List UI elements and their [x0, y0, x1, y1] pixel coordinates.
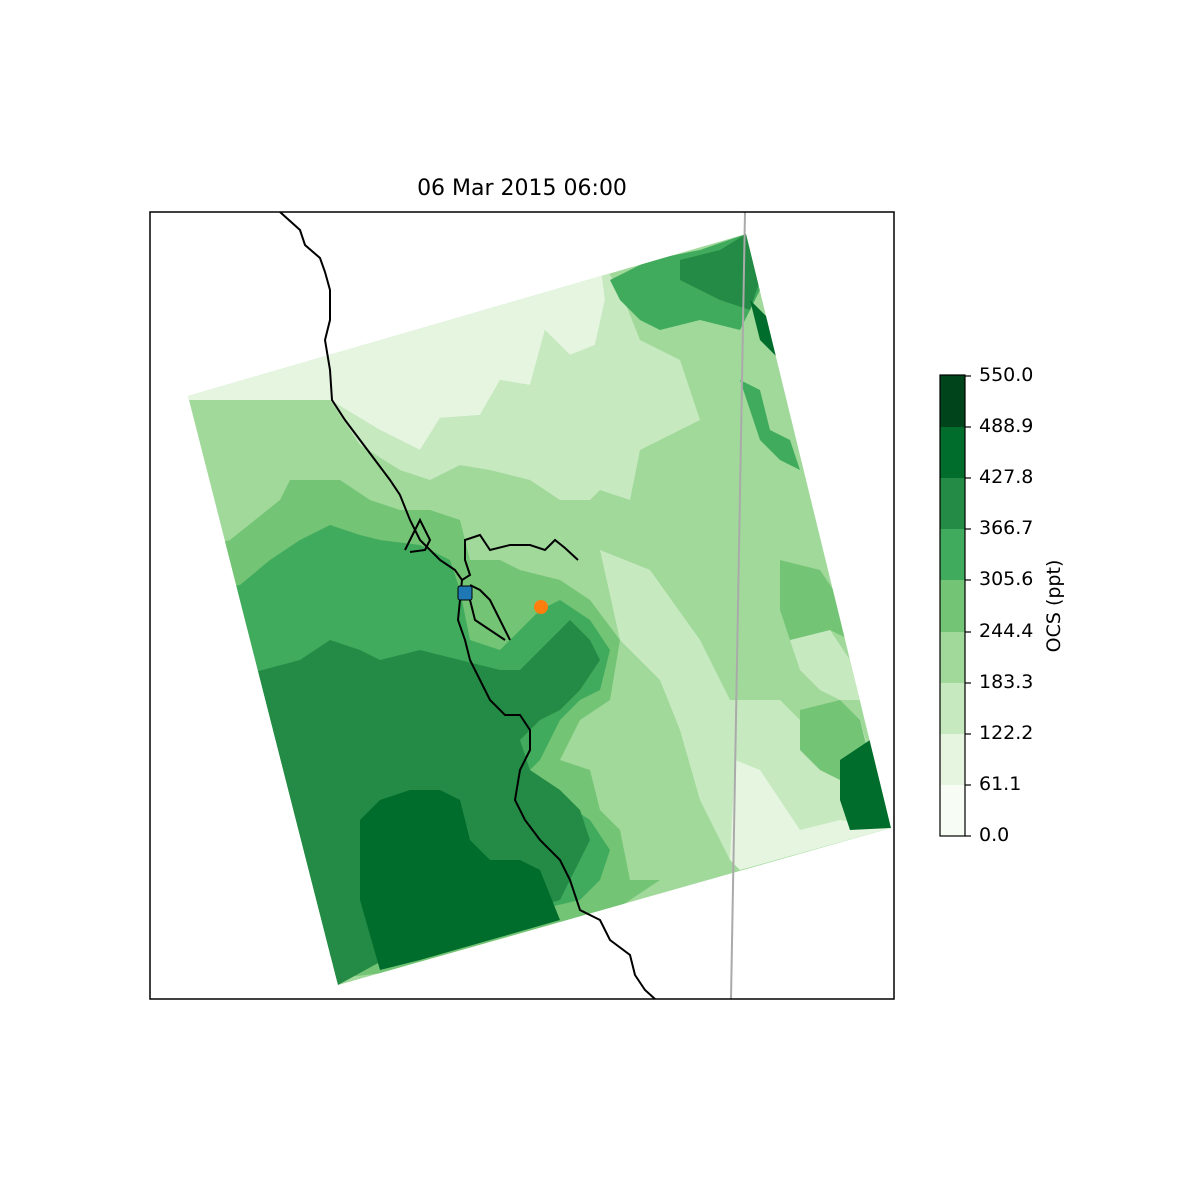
colorbar-tick: 366.7 [979, 517, 1034, 539]
colorbar-tick: 427.8 [979, 466, 1034, 488]
colorbar-tick: 183.3 [979, 671, 1034, 693]
colorbar-tick: 122.2 [979, 722, 1034, 744]
coastline [279, 212, 656, 999]
state-boundary [730, 212, 746, 999]
ocs-band-low-se [730, 760, 891, 870]
colorbar-label: OCS (ppt) [1043, 559, 1065, 653]
ocs-band-122-east [600, 550, 891, 860]
map-frame [149, 211, 895, 1000]
site-circle-marker[interactable] [534, 600, 548, 614]
colorbar-tick: 305.6 [979, 568, 1034, 590]
ocs-band-122 [330, 260, 700, 500]
colorbar-tick: 488.9 [979, 415, 1034, 437]
colorbar [939, 374, 971, 837]
colorbar-tick: 61.1 [979, 773, 1022, 795]
ocs-field [188, 234, 891, 985]
bay-inlet [404, 517, 432, 553]
map-title: 06 Mar 2015 06:00 [417, 176, 627, 201]
colorbar-tick: 244.4 [979, 620, 1034, 642]
colorbar-tick: 0.0 [979, 824, 1010, 846]
ocs-band-427-se [840, 740, 891, 830]
ocs-band-244-east [780, 560, 850, 640]
ocs-band-427-ne [750, 300, 780, 360]
colorbar-tick: 550.0 [979, 364, 1034, 386]
site-square-marker[interactable] [457, 585, 473, 601]
ocs-band-305-e [740, 380, 800, 470]
ocs-band-427 [360, 790, 560, 970]
ocs-band-366-ne [680, 234, 760, 310]
ocs-band-122-se [790, 630, 860, 700]
